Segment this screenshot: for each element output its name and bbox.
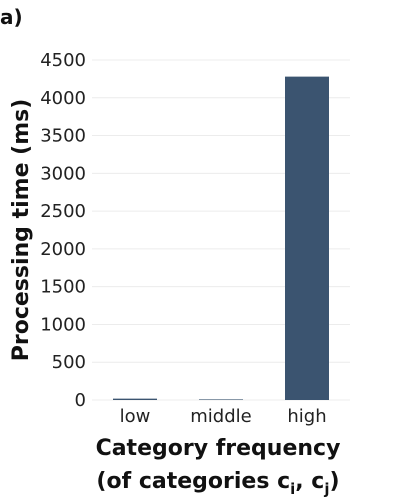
y-tick-labels: 0 500 1000 1500 2000 2500 3000 3500 4000 4500 <box>40 50 86 411</box>
x-axis-sub-j: j <box>323 480 329 498</box>
x-axis-title-sep: , c <box>295 469 324 494</box>
panel-label: a) <box>0 5 23 29</box>
y-tick-label: 4000 <box>40 88 86 109</box>
x-tick-label: middle <box>190 406 251 427</box>
x-axis-sub-i: i <box>290 480 295 498</box>
y-tick-label: 500 <box>52 352 86 373</box>
bar-high <box>285 76 329 400</box>
x-axis-title-suffix: ) <box>330 469 340 494</box>
gridlines <box>92 59 350 401</box>
y-tick-label: 2000 <box>40 239 86 260</box>
y-tick-label: 3000 <box>40 163 86 184</box>
x-tick-labels: low middle high <box>120 406 327 427</box>
y-tick-label: 1000 <box>40 314 86 335</box>
y-tick-label: 4500 <box>40 50 86 71</box>
y-tick-label: 2500 <box>40 201 86 222</box>
x-axis-title-line1: Category frequency <box>96 436 341 461</box>
bar-low <box>113 398 157 400</box>
y-tick-label: 3500 <box>40 126 86 147</box>
y-tick-label: 0 <box>75 390 86 411</box>
x-axis-title-prefix: (of categories c <box>96 469 290 494</box>
bars <box>113 76 329 400</box>
x-tick-label: low <box>120 406 151 427</box>
y-axis-title: Processing time (ms) <box>9 99 34 362</box>
x-axis-title-line2: (of categories ci, cj) <box>96 469 339 498</box>
x-tick-label: high <box>287 406 326 427</box>
bar-middle <box>199 399 243 400</box>
y-tick-label: 1500 <box>40 277 86 298</box>
